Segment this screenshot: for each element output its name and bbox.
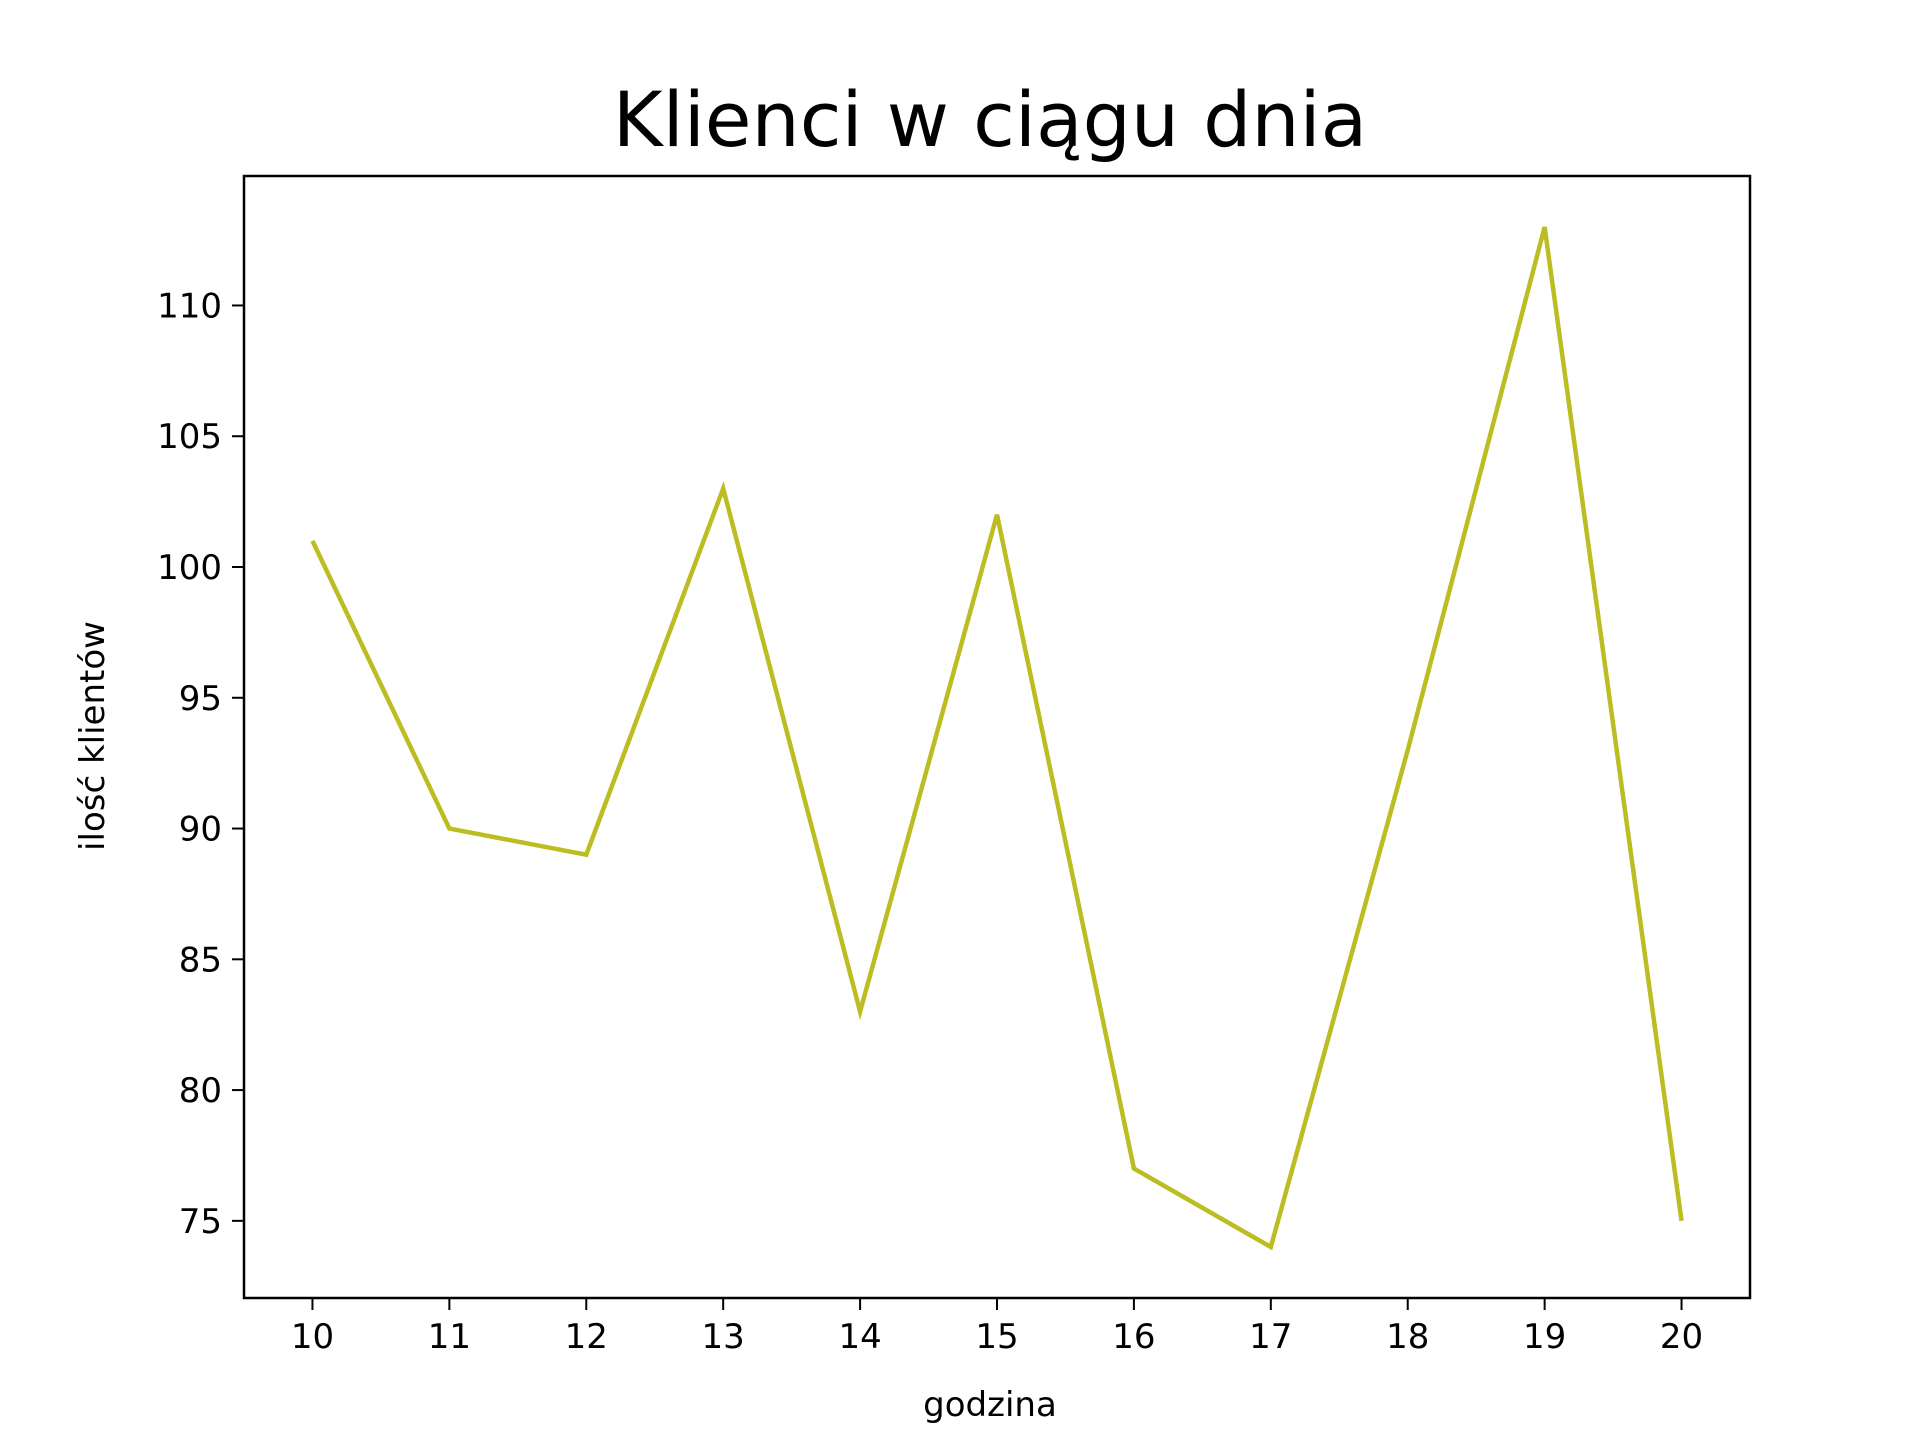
x-axis: 10 11 12 13 14 15 16 17 18 19 20 [291,1298,1703,1357]
y-tick-label: 80 [179,1071,222,1111]
x-tick-label: 14 [838,1317,881,1357]
x-tick-label: 20 [1660,1317,1703,1357]
x-tick-label: 19 [1523,1317,1566,1357]
y-tick-label: 85 [179,940,222,980]
plot-frame [242,174,1752,1300]
x-tick-label: 12 [565,1317,608,1357]
x-tick-label: 18 [1386,1317,1429,1357]
y-tick-label: 100 [157,548,222,588]
y-tick-label: 95 [179,679,222,719]
x-tick-label: 15 [975,1317,1018,1357]
y-tick-label: 110 [157,286,222,326]
series-layer [310,226,1684,1251]
y-tick-label: 105 [157,417,222,457]
chart-title: Klienci w ciągu dnia [613,75,1368,164]
x-tick-label: 11 [428,1317,471,1357]
x-tick-label: 17 [1249,1317,1292,1357]
y-tick-label: 75 [179,1202,222,1242]
x-tick-label: 16 [1112,1317,1155,1357]
x-tick-label: 13 [702,1317,745,1357]
y-axis-label: ilość klientów [73,621,113,851]
x-axis-label: godzina [923,1385,1057,1425]
x-tick-label: 10 [291,1317,334,1357]
y-tick-label: 90 [179,810,222,850]
series-line [310,226,1684,1251]
y-axis: 75 80 85 90 95 100 105 110 [157,286,244,1242]
